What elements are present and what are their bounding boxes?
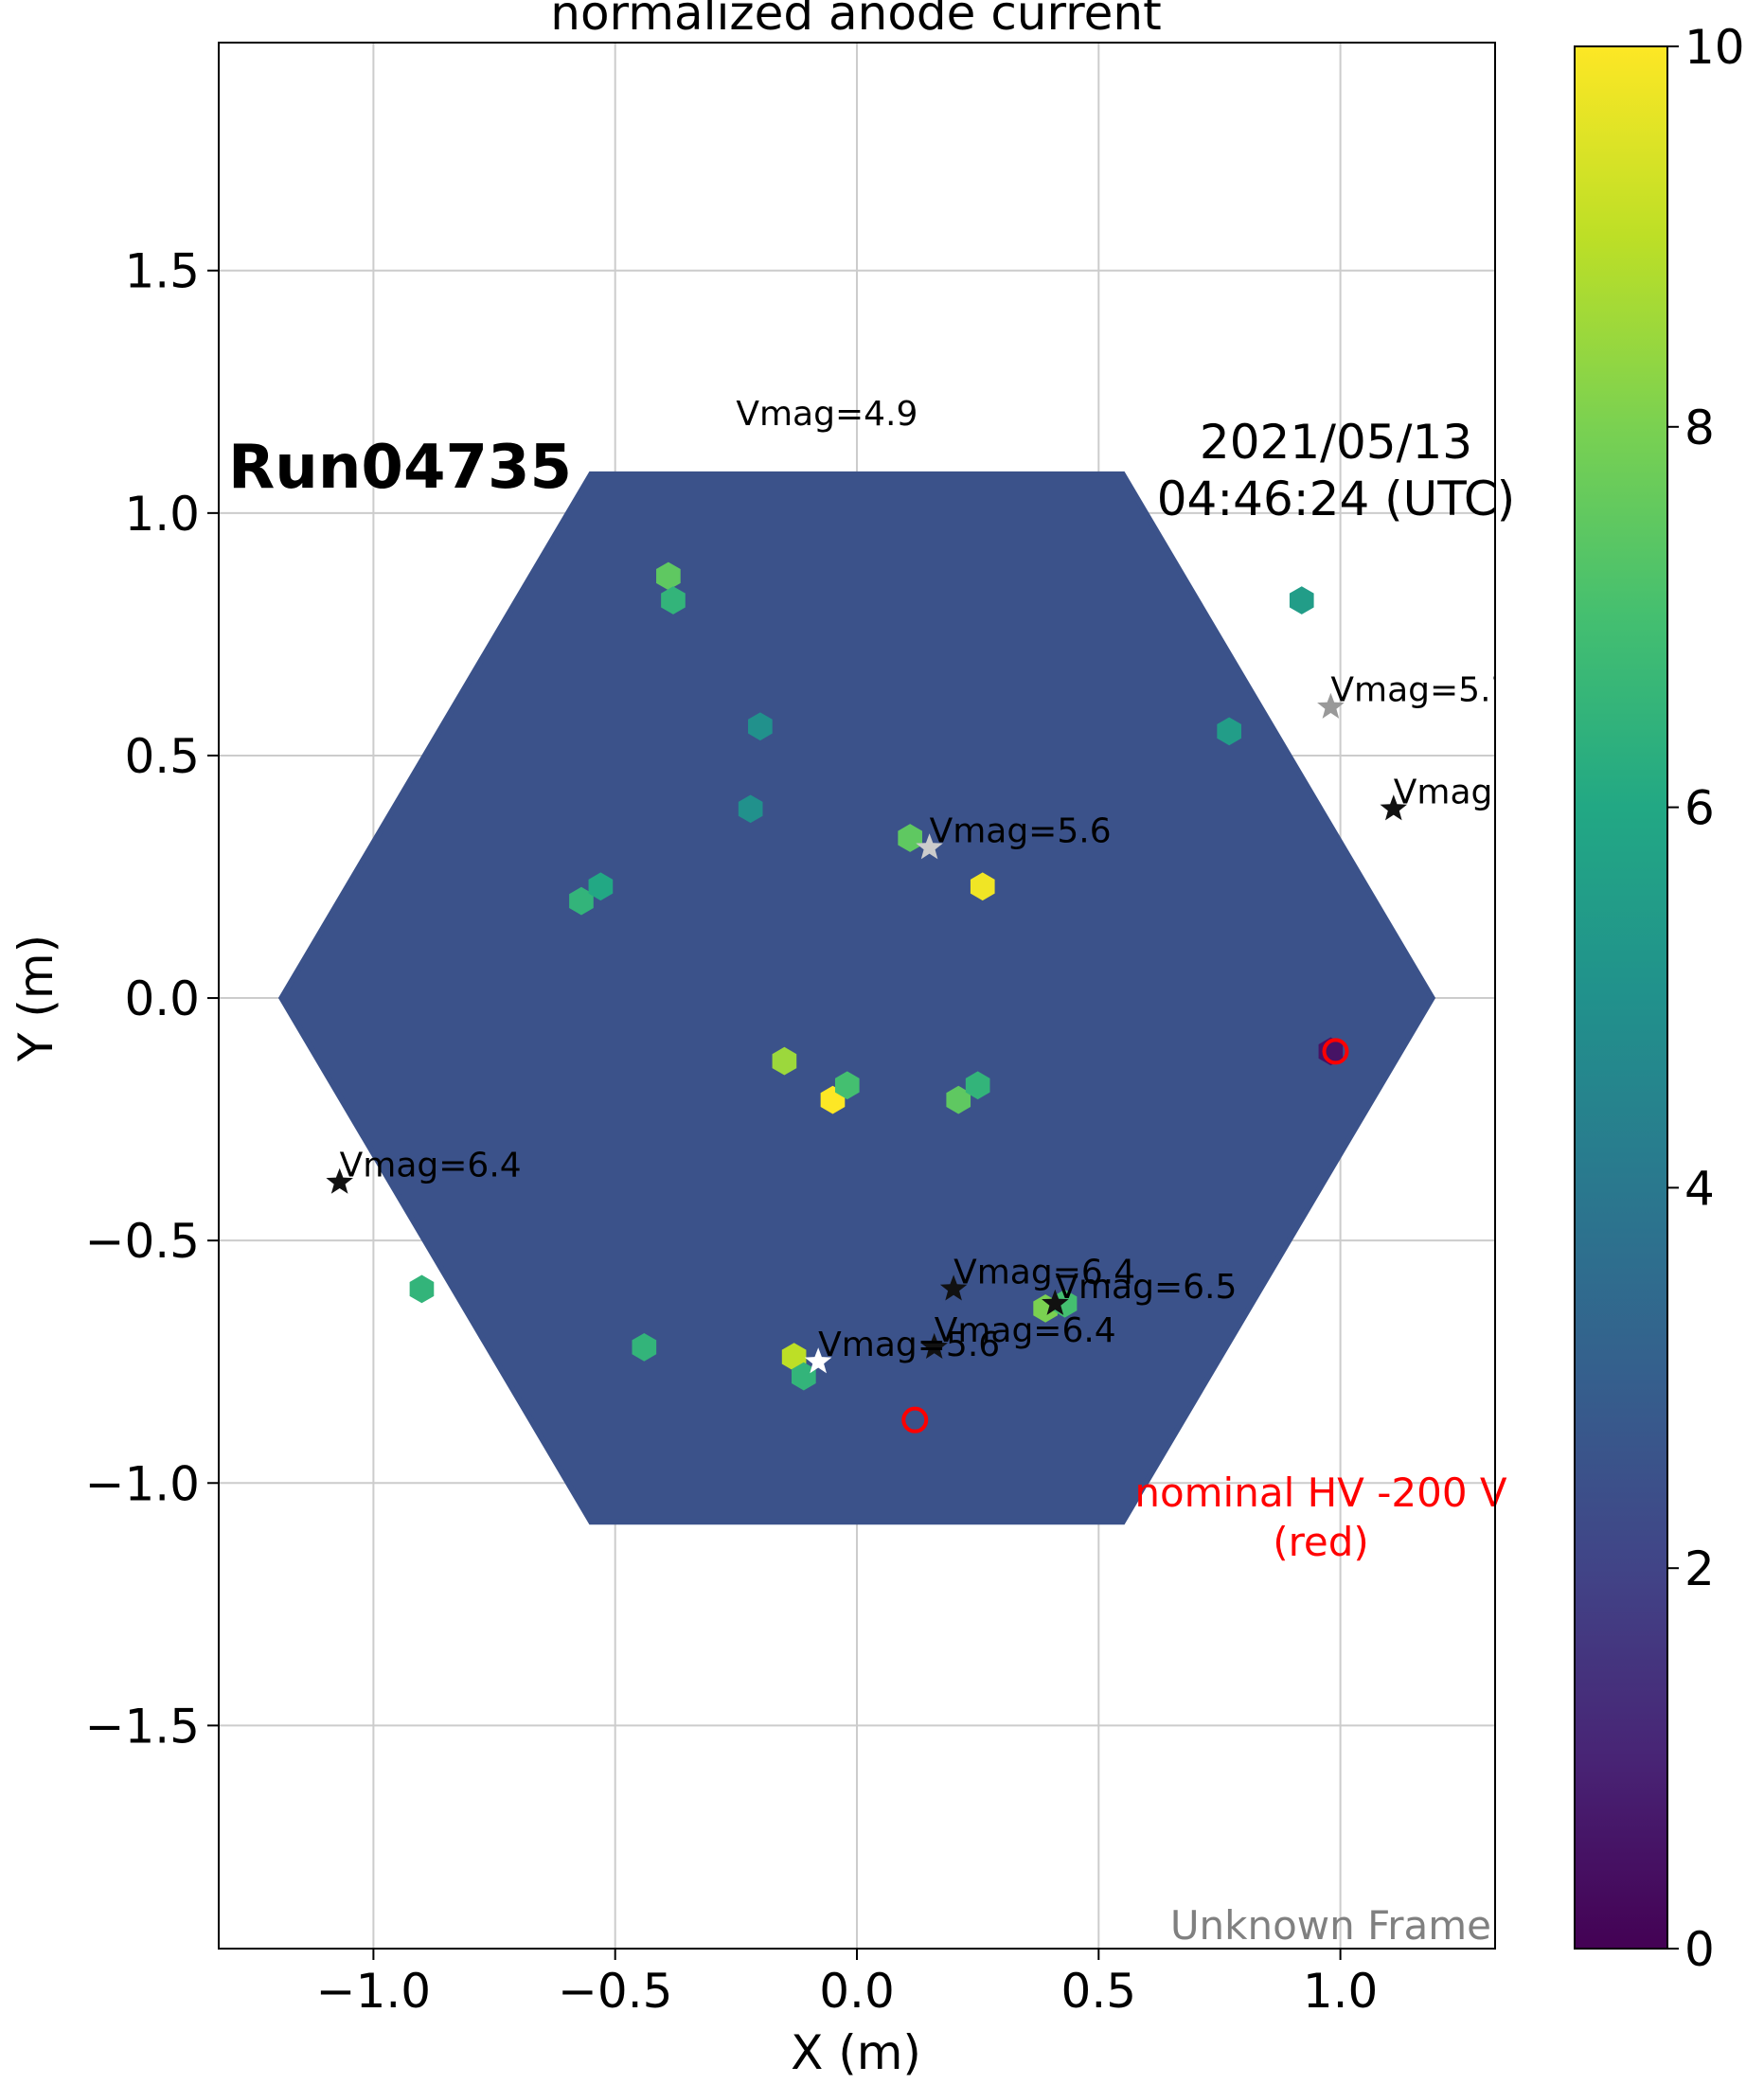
colorbar-tick-label: 0 (1684, 1922, 1715, 1977)
y-tick-label: −1.0 (85, 1456, 200, 1511)
star-label: Vmag=6.4 (935, 1311, 1116, 1350)
y-tick-label: 0.0 (124, 971, 200, 1026)
camera-body (277, 471, 1436, 1525)
camera-pixel (588, 872, 614, 901)
camera-pixel (834, 1071, 860, 1100)
camera-pixel (772, 1046, 797, 1076)
star (1042, 1289, 1069, 1315)
star (920, 1332, 948, 1359)
hv-note: (red) (1273, 1519, 1369, 1565)
star (326, 1167, 353, 1194)
camera-pixel (792, 1362, 816, 1391)
colorbar-tick-label: 4 (1684, 1161, 1715, 1216)
plot-area: Vmag=4.9Vmag=5.7Vmag=6.Vmag=5.6Vmag=6.4V… (219, 43, 1554, 1949)
y-axis-label: Y (m) (9, 935, 63, 1062)
frame-label: Unknown Frame (1170, 1902, 1491, 1949)
star (1317, 692, 1345, 719)
star-label: Vmag=5.6 (818, 1326, 1000, 1364)
y-tick-label: 0.5 (124, 729, 200, 784)
star (804, 1347, 832, 1374)
camera-pixel (748, 712, 773, 741)
x-axis-label: X (m) (791, 2025, 921, 2080)
colorbar (1574, 45, 1668, 1950)
star (916, 833, 943, 860)
colorbar-tick-label: 2 (1684, 1541, 1715, 1596)
date-label: 2021/05/13 (1200, 415, 1472, 470)
y-tick-label: −1.5 (85, 1699, 200, 1754)
star-label: Vmag=6.4 (340, 1147, 522, 1185)
x-tick-label: 1.0 (1303, 1964, 1379, 2019)
time-label: 04:46:24 (UTC) (1157, 472, 1516, 526)
camera-pixel (409, 1274, 435, 1304)
star-label: Vmag=6. (1394, 773, 1554, 811)
camera-pixel (738, 794, 763, 824)
y-tick-label: −0.5 (85, 1214, 200, 1269)
star-label: Vmag=4.9 (736, 395, 918, 434)
star (939, 1274, 968, 1301)
x-tick-label: 0.0 (819, 1964, 895, 2019)
star-label: Vmag=5.7 (1330, 671, 1512, 710)
colorbar-tick-label: 10 (1684, 20, 1745, 75)
camera-pixel (656, 561, 681, 591)
hv-pixel-marker (1322, 1038, 1349, 1065)
x-tick-label: −1.0 (316, 1964, 431, 2019)
camera-pixel (965, 1071, 990, 1100)
camera-pixel (632, 1333, 657, 1362)
star-label: Vmag=5.6 (930, 811, 1112, 850)
camera-pixel (1289, 586, 1314, 615)
run-label: Run04735 (228, 433, 572, 503)
star-label: Vmag=6.4 (953, 1253, 1135, 1291)
camera-pixel (781, 1343, 807, 1371)
y-tick-label: 1.5 (124, 244, 200, 299)
camera-pixel (569, 886, 594, 916)
camera-pixel (946, 1085, 971, 1114)
camera-pixel (1217, 717, 1241, 746)
star (1380, 794, 1407, 821)
chart-title: normalized anode current (550, 0, 1161, 41)
camera-pixel (898, 824, 922, 852)
camera-pixel (661, 586, 686, 615)
colorbar-tick-label: 8 (1684, 401, 1715, 455)
hv-note: nominal HV -200 V (1134, 1469, 1507, 1516)
colorbar-tick-label: 6 (1684, 781, 1715, 836)
x-tick-label: −0.5 (558, 1964, 672, 2019)
camera-pixel (970, 872, 995, 901)
y-tick-label: 1.0 (124, 487, 200, 542)
hv-pixel-marker (901, 1406, 929, 1434)
star-label: Vmag=6.5 (1055, 1268, 1237, 1307)
x-tick-label: 0.5 (1061, 1964, 1137, 2019)
plot-frame (218, 42, 1496, 1950)
